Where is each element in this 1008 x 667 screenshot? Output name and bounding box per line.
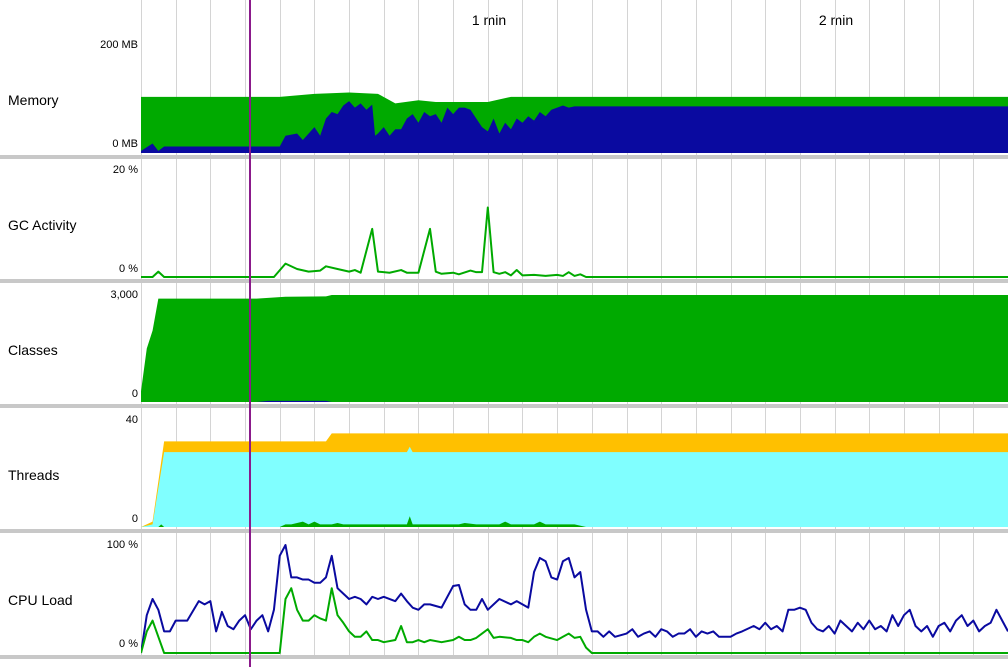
panel-divider[interactable] bbox=[0, 404, 1008, 408]
time-cursor[interactable] bbox=[249, 0, 251, 667]
memory-series-blue-area bbox=[141, 101, 1008, 153]
classes-series-green-area bbox=[141, 295, 1008, 402]
threads-series-cyan-area bbox=[141, 446, 1008, 527]
gc-label: GC Activity bbox=[8, 217, 77, 233]
grid-lines bbox=[141, 159, 974, 279]
panel-divider[interactable] bbox=[0, 529, 1008, 533]
classes-min-label: 0 bbox=[131, 388, 138, 400]
threads-max-label: 40 bbox=[125, 414, 138, 426]
grid-lines bbox=[141, 533, 974, 655]
memory-label: Memory bbox=[8, 92, 59, 108]
threads-min-label: 0 bbox=[131, 513, 138, 525]
gc-chart bbox=[141, 159, 1008, 279]
memory-chart bbox=[141, 0, 1008, 155]
classes-max-label: 3,000 bbox=[110, 289, 138, 301]
cpu_load-series-green-line bbox=[141, 587, 1008, 654]
threads-series-green-area bbox=[141, 516, 1008, 527]
cpu-label: CPU Load bbox=[8, 592, 73, 608]
panel-divider[interactable] bbox=[0, 155, 1008, 159]
panel-divider[interactable] bbox=[0, 655, 1008, 659]
classes-panel: Classes 3,000 0 bbox=[0, 283, 1008, 404]
classes-label: Classes bbox=[8, 342, 58, 358]
classes-chart bbox=[141, 283, 1008, 404]
cpu-min-label: 0 % bbox=[119, 638, 138, 650]
threads-chart bbox=[141, 408, 1008, 529]
memory-panel: Memory 200 MB 0 MB bbox=[0, 0, 1008, 155]
cpu-max-label: 100 % bbox=[106, 539, 138, 551]
cpu_load-series-blue-line bbox=[141, 544, 1008, 654]
threads-panel: Threads 40 0 bbox=[0, 408, 1008, 529]
classes-series-blue-area bbox=[141, 400, 1008, 402]
threads-label: Threads bbox=[8, 467, 60, 483]
memory-max-label: 200 MB bbox=[100, 39, 138, 51]
gc-panel: GC Activity 20 % 0 % bbox=[0, 159, 1008, 279]
cpu-chart bbox=[141, 533, 1008, 655]
memory-min-label: 0 MB bbox=[112, 138, 138, 150]
cpu-panel: CPU Load 100 % 0 % bbox=[0, 533, 1008, 655]
gc-min-label: 0 % bbox=[119, 263, 138, 275]
panel-divider[interactable] bbox=[0, 279, 1008, 283]
gc_activity-series-green-line bbox=[141, 206, 1008, 278]
gc-max-label: 20 % bbox=[112, 164, 138, 176]
